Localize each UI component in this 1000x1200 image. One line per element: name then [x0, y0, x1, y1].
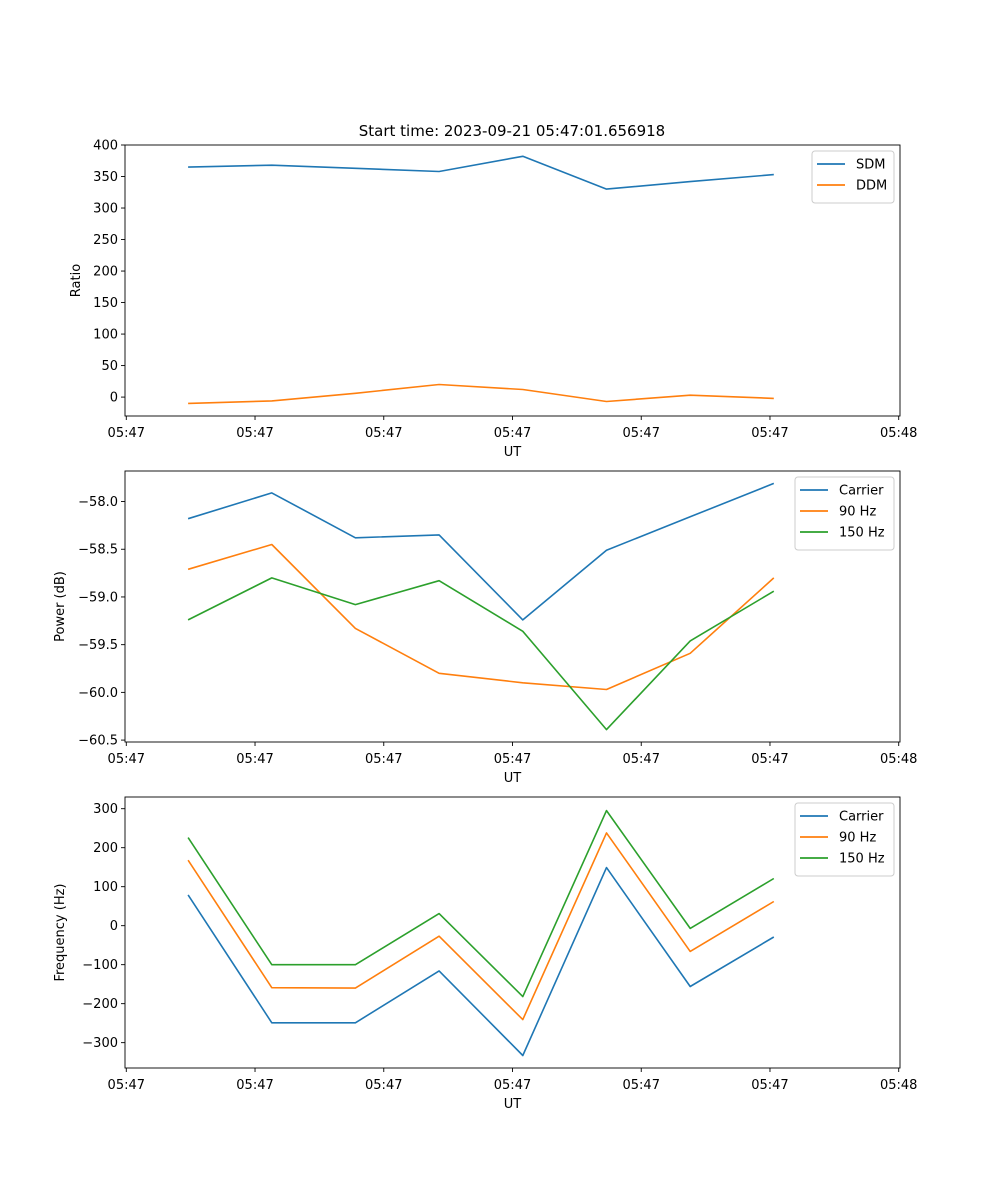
power-legend-label: 90 Hz [839, 505, 876, 520]
ratio-xtick-label: 05:47 [494, 426, 531, 441]
power-ytick-label: −59.5 [78, 638, 118, 653]
frequency-legend-label: 150 Hz [839, 852, 885, 867]
power-series-carrier [187, 482, 775, 621]
ratio-xlabel: UT [504, 445, 522, 460]
ratio-xtick-label: 05:47 [236, 426, 273, 441]
frequency-xtick-label: 05:47 [623, 1078, 660, 1093]
figure-title: Start time: 2023-09-21 05:47:01.656918 [359, 122, 665, 140]
ratio-ytick-label: 100 [93, 328, 118, 343]
power-panel: −60.5 −60.0 −59.5 −59.0 −58.5 −58.0 05:47 05:47… [53, 470, 917, 786]
power-ytick-label: −60.5 [78, 734, 118, 749]
frequency-xtick-label: 05:48 [880, 1078, 917, 1093]
frequency-legend: Carrier 90 Hz 150 Hz [794, 802, 895, 877]
ratio-ytick-label: 150 [93, 296, 118, 311]
frequency-series-carrier [187, 866, 775, 1057]
frequency-ytick-label: 100 [93, 880, 118, 895]
power-ytick-label: −58.0 [78, 495, 118, 510]
power-legend: Carrier 90 Hz 150 Hz [794, 476, 895, 551]
ratio-legend-label: DDM [856, 179, 887, 194]
frequency-ytick-label: 300 [93, 802, 118, 817]
ratio-series-sdm [188, 155, 774, 190]
power-ytick-label: −60.0 [78, 686, 118, 701]
ratio-ytick-label: 250 [93, 233, 118, 248]
power-legend-label: Carrier [839, 484, 884, 499]
frequency-xtick-label: 05:47 [365, 1078, 402, 1093]
frequency-legend-label: Carrier [839, 810, 884, 825]
frequency-ytick-label: 200 [93, 841, 118, 856]
frequency-ylabel: Frequency (Hz) [53, 883, 68, 981]
ratio-ytick-label: 350 [93, 170, 118, 185]
power-ylabel: Power (dB) [53, 571, 68, 642]
frequency-xtick-label: 05:47 [494, 1078, 531, 1093]
power-xtick-label: 05:47 [751, 752, 788, 767]
ratio-ytick-label: 300 [93, 202, 118, 217]
frequency-series-150-hz [187, 809, 775, 998]
power-series-90-hz [187, 543, 775, 691]
power-xtick-label: 05:47 [623, 752, 660, 767]
ratio-ytick-label: 200 [93, 265, 118, 280]
frequency-ytick-label: −300 [82, 1036, 118, 1051]
frequency-panel: −300 −200 −100 0 100 200 300 05:47 05:47 05:47 05:… [53, 796, 917, 1112]
ratio-xtick-label: 05:47 [751, 426, 788, 441]
power-xtick-label: 05:48 [880, 752, 917, 767]
frequency-ytick-label: 0 [110, 919, 118, 934]
frequency-series-90-hz [187, 832, 775, 1021]
power-xtick-label: 05:47 [494, 752, 531, 767]
ratio-legend-label: SDM [856, 158, 885, 173]
ratio-ytick-label: 400 [93, 139, 118, 154]
power-xtick-label: 05:47 [236, 752, 273, 767]
ratio-xtick-label: 05:47 [623, 426, 660, 441]
power-legend-label: 150 Hz [839, 526, 885, 541]
panels: 0 50 100 150 200 250 300 350 400 05:47 05:47 05:47 0… [53, 139, 917, 1113]
power-xtick-label: 05:47 [108, 752, 145, 767]
ratio-legend: SDM DDM [811, 150, 895, 204]
frequency-xtick-label: 05:47 [108, 1078, 145, 1093]
frequency-xlabel: UT [504, 1097, 522, 1112]
ratio-ytick-label: 50 [101, 359, 118, 374]
ratio-series-ddm [188, 383, 774, 405]
power-xlabel: UT [504, 771, 522, 786]
power-xtick-label: 05:47 [365, 752, 402, 767]
frequency-legend-label: 90 Hz [839, 831, 876, 846]
frequency-xtick-label: 05:47 [236, 1078, 273, 1093]
frequency-xtick-label: 05:47 [751, 1078, 788, 1093]
power-series-150-hz [187, 577, 775, 731]
ratio-xtick-label: 05:47 [108, 426, 145, 441]
ratio-xtick-label: 05:48 [880, 426, 917, 441]
ratio-panel: 0 50 100 150 200 250 300 350 400 05:47 05:47 05:47 0… [69, 139, 917, 461]
ratio-ylabel: Ratio [69, 264, 84, 297]
frequency-ytick-label: −200 [82, 997, 118, 1012]
frequency-ytick-label: −100 [82, 958, 118, 973]
power-ytick-label: −59.0 [78, 590, 118, 605]
power-ytick-label: −58.5 [78, 543, 118, 558]
ratio-ytick-label: 0 [110, 391, 118, 406]
ratio-xtick-label: 05:47 [365, 426, 402, 441]
